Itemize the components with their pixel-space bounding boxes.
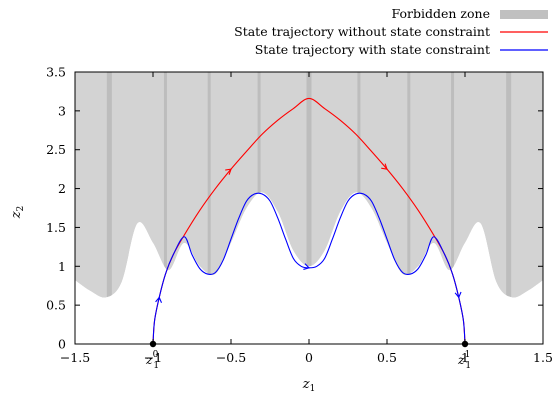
legend-label: State trajectory without state constrain… <box>234 24 490 39</box>
direction-arrow <box>454 291 462 299</box>
annotation-layer: z0 1 z1 1 <box>145 340 471 371</box>
x-tick-label: −1.5 <box>60 350 90 365</box>
y-tick-label: 1 <box>58 259 66 274</box>
y-tick-label: 1.5 <box>46 220 66 235</box>
x-tick-label: 0.5 <box>377 350 397 365</box>
endpoint-label: z1 1 <box>457 350 471 371</box>
endpoint-marker <box>149 340 157 348</box>
x-tick-label: −1 <box>144 350 162 365</box>
forbidden-zone-band <box>163 72 167 344</box>
y-tick-label: 0.5 <box>46 298 66 313</box>
forbidden-zone <box>75 72 543 344</box>
forbidden-zone-band <box>451 72 455 344</box>
legend-swatch <box>500 10 548 19</box>
direction-arrow <box>225 168 232 175</box>
direction-arrow <box>381 163 388 170</box>
y-tick-label: 3.5 <box>46 65 66 80</box>
x-tick-label: −0.5 <box>216 350 246 365</box>
direction-arrow <box>155 296 163 303</box>
x-tick-label: 0 <box>305 350 313 365</box>
series-layer <box>152 97 466 344</box>
y-tick-label: 2 <box>58 181 66 196</box>
x-axis-label: z1 <box>302 377 316 394</box>
legend: Forbidden zone State trajectory without s… <box>234 6 548 57</box>
endpoint-marker <box>461 340 469 348</box>
legend-label: State trajectory with state constraint <box>255 42 490 57</box>
endpoint-label: z0 1 <box>145 350 159 371</box>
forbidden-zone-band <box>506 72 512 344</box>
forbidden-zone-band <box>306 72 312 344</box>
y-tick-label: 3 <box>58 103 66 118</box>
direction-arrow <box>303 263 311 270</box>
forbidden-zone-band <box>106 72 112 344</box>
y-tick-label: 0 <box>58 337 66 352</box>
legend-label: Forbidden zone <box>392 6 490 21</box>
tick-layer: −1.5 −1 −0.5 0 0.5 1 1.5 0 0.5 1 1.5 2 2.5 3 3.5 <box>46 65 553 366</box>
forbidden-zone-band <box>207 72 211 344</box>
x-tick-label: 1.5 <box>533 350 553 365</box>
y-tick-label: 2.5 <box>46 142 66 157</box>
forbidden-zone-band <box>407 72 411 344</box>
x-tick-label: 1 <box>461 350 469 365</box>
y-axis-label: z2 <box>9 206 26 220</box>
